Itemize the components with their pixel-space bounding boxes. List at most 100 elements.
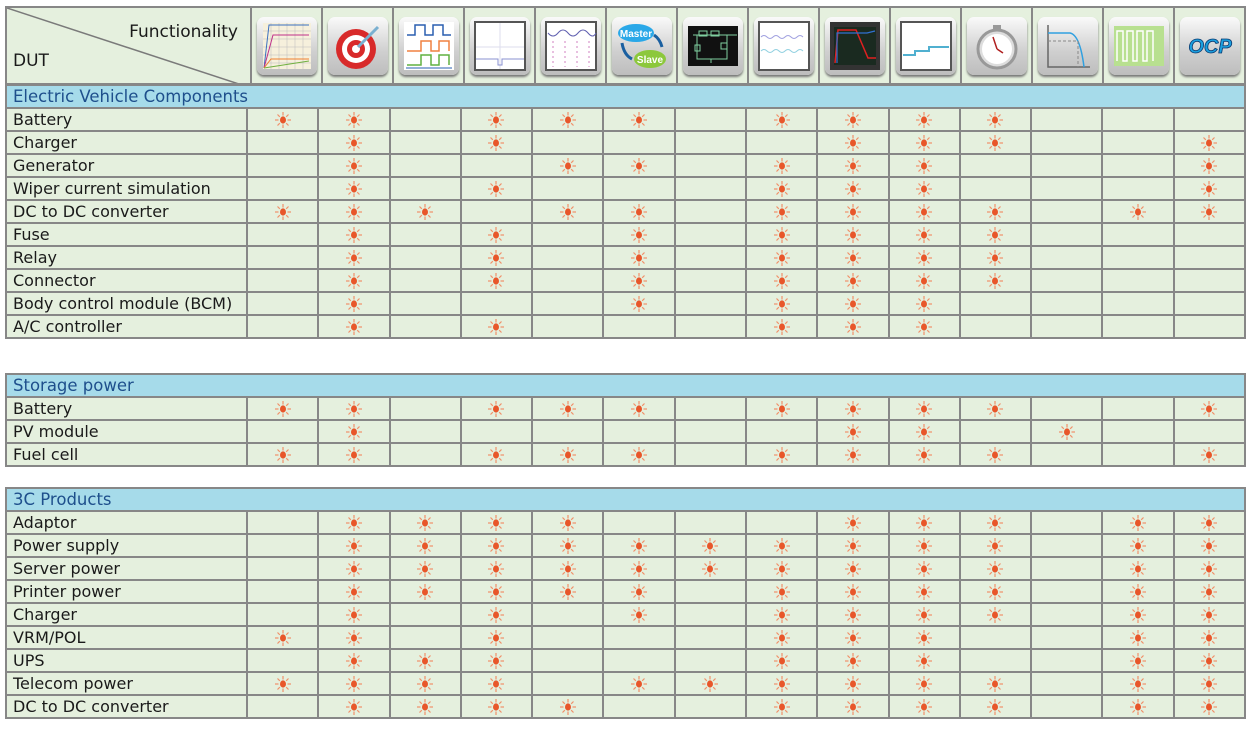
support-cell: [958, 602, 1033, 627]
support-cell: [887, 107, 961, 132]
support-cell: [1172, 245, 1247, 270]
support-cell: [1101, 533, 1175, 558]
support-cell: [1172, 268, 1247, 293]
support-cell: [816, 222, 890, 247]
sun-icon: [559, 538, 576, 555]
support-cell: [459, 419, 534, 444]
support-cell: [958, 579, 1033, 604]
support-cell: [744, 268, 819, 293]
support-cell: [388, 602, 462, 627]
step-level-waveform-icon: [895, 16, 956, 75]
support-cell: [673, 442, 747, 467]
support-cell: [531, 648, 605, 673]
section-header-row: 3C Products: [5, 487, 1246, 512]
support-cell: [388, 130, 462, 155]
sun-icon: [488, 181, 505, 198]
sun-icon: [417, 653, 434, 670]
support-cell: [673, 671, 747, 696]
support-cell: [744, 153, 819, 178]
support-cell: [388, 442, 462, 467]
sun-icon: [345, 204, 362, 221]
support-cell: [317, 671, 391, 696]
sun-icon: [844, 227, 861, 244]
support-cell: [531, 419, 605, 444]
dut-label: Battery: [5, 396, 248, 421]
table-row: Fuse: [5, 222, 1247, 247]
table-row: A/C controller: [5, 314, 1247, 339]
ripple-waveform-icon: [753, 16, 814, 75]
sun-icon: [987, 699, 1004, 716]
transient-waveform-icon: [469, 16, 530, 75]
support-cell: [531, 199, 605, 224]
support-cell: [816, 533, 890, 558]
sun-icon: [1201, 561, 1218, 578]
support-cell: [958, 556, 1033, 581]
support-cell: [958, 396, 1033, 421]
sun-icon: [1130, 561, 1147, 578]
support-cell: [1030, 314, 1104, 339]
sun-icon: [916, 181, 933, 198]
support-cell: [673, 268, 747, 293]
support-cell: [388, 245, 462, 270]
sun-icon: [773, 112, 790, 129]
function-header-7: [676, 6, 749, 85]
support-cell: [887, 533, 961, 558]
sun-icon: [987, 401, 1004, 418]
support-cell: [531, 533, 605, 558]
sun-icon: [274, 630, 291, 647]
sun-icon: [274, 676, 291, 693]
sun-icon: [631, 158, 648, 175]
support-cell: [1101, 648, 1175, 673]
sun-icon: [345, 250, 362, 267]
sun-icon: [417, 204, 434, 221]
support-cell: [602, 107, 676, 132]
sun-icon: [488, 250, 505, 267]
support-cell: [1101, 396, 1175, 421]
sun-icon: [773, 447, 790, 464]
support-cell: [602, 556, 676, 581]
support-cell: [317, 510, 391, 535]
section-header-row: Storage power: [5, 373, 1246, 398]
sun-icon: [631, 204, 648, 221]
support-cell: [887, 130, 961, 155]
sun-icon: [488, 561, 505, 578]
sun-icon: [417, 699, 434, 716]
support-cell: [1101, 510, 1175, 535]
sun-icon: [631, 561, 648, 578]
sun-icon: [773, 699, 790, 716]
support-cell: [317, 648, 391, 673]
sun-icon: [488, 447, 505, 464]
sun-icon: [345, 135, 362, 152]
voltage-ramp-graph-icon: [256, 16, 317, 75]
dut-label: Printer power: [5, 579, 248, 604]
support-cell: [531, 268, 605, 293]
support-cell: [388, 694, 462, 719]
support-cell: [744, 648, 819, 673]
sun-icon: [987, 250, 1004, 267]
support-cell: [602, 153, 676, 178]
support-cell: [673, 222, 747, 247]
function-header-3: [392, 6, 465, 85]
sun-icon: [987, 135, 1004, 152]
table-row: Adaptor: [5, 510, 1247, 535]
dut-label: Fuse: [5, 222, 248, 247]
sun-icon: [702, 676, 719, 693]
table-row: PV module: [5, 419, 1247, 444]
support-cell: [1030, 671, 1104, 696]
sun-icon: [773, 181, 790, 198]
sun-icon: [987, 447, 1004, 464]
support-cell: [1030, 222, 1104, 247]
sun-icon: [844, 699, 861, 716]
sun-icon: [844, 204, 861, 221]
support-cell: [1172, 671, 1247, 696]
support-cell: [317, 107, 391, 132]
sun-icon: [274, 447, 291, 464]
support-cell: [602, 396, 676, 421]
sun-icon: [987, 112, 1004, 129]
sun-icon: [1058, 424, 1075, 441]
iv-curve-icon: [1037, 16, 1098, 75]
support-cell: [1030, 694, 1104, 719]
sun-icon: [844, 319, 861, 336]
dut-label: Connector: [5, 268, 248, 293]
support-cell: [459, 153, 534, 178]
